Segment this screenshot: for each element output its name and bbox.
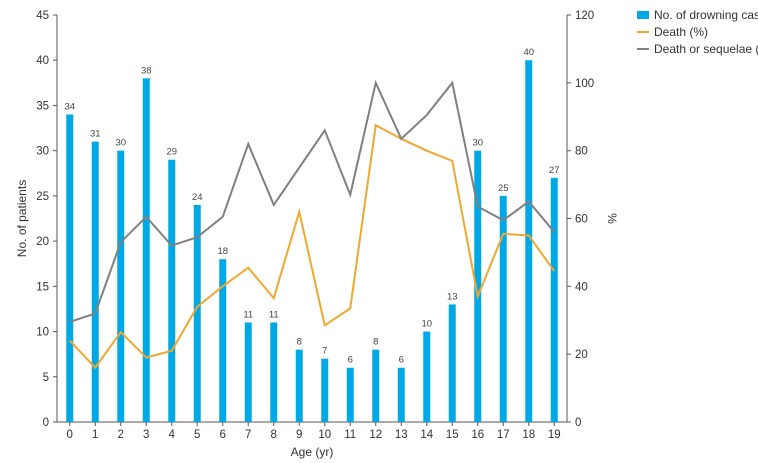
y-right-tick-label: 40 <box>575 281 588 293</box>
bar-data-label: 11 <box>269 310 279 321</box>
y-right-tick-label: 20 <box>575 349 588 361</box>
x-tick-label: 10 <box>318 429 331 441</box>
bar <box>397 367 405 422</box>
x-tick-label: 19 <box>548 429 561 441</box>
x-tick-label: 18 <box>522 429 535 441</box>
x-tick-label: 0 <box>67 429 73 441</box>
y-left-tick-label: 35 <box>36 100 49 112</box>
bar-data-label: 13 <box>447 291 458 302</box>
bar-data-label: 8 <box>297 337 302 348</box>
y-right-tick-label: 100 <box>575 78 594 90</box>
bar-data-label: 24 <box>192 192 203 203</box>
bar-data-label: 8 <box>373 337 378 348</box>
x-tick-label: 6 <box>220 429 226 441</box>
y-left-tick-label: 45 <box>36 10 49 22</box>
bar <box>219 259 227 422</box>
bar <box>66 114 74 422</box>
bar-data-label: 6 <box>399 355 404 366</box>
bar <box>525 60 533 422</box>
bar-data-label: 40 <box>523 47 534 58</box>
x-tick-label: 16 <box>471 429 484 441</box>
bar-data-label: 34 <box>64 101 75 112</box>
y-right-tick-label: 0 <box>575 417 581 429</box>
bar-data-label: 30 <box>472 138 483 149</box>
bar <box>423 331 431 422</box>
bar <box>448 304 456 422</box>
bar-data-label: 38 <box>141 65 152 76</box>
y-right-tick-label: 120 <box>575 10 594 22</box>
line-series-death-or-sequelae <box>69 79 556 323</box>
y-left-tick-label: 20 <box>36 236 49 248</box>
x-tick-label: 11 <box>344 429 356 441</box>
x-tick-label: 13 <box>395 429 408 441</box>
bar-data-label: 7 <box>322 346 327 357</box>
bar <box>270 322 278 422</box>
x-tick-label: 17 <box>497 429 510 441</box>
legend-swatch-bar <box>637 11 649 19</box>
legend-label: No. of drowning cases <box>654 8 758 22</box>
x-tick-label: 15 <box>446 429 459 441</box>
bar <box>295 349 303 422</box>
bar <box>499 195 507 422</box>
y-right-tick-label: 60 <box>575 214 588 226</box>
bar-data-label: 25 <box>498 183 509 194</box>
y-left-tick-label: 40 <box>36 55 49 67</box>
bar <box>550 177 558 422</box>
bar <box>372 349 380 422</box>
y-left-tick-label: 15 <box>36 281 49 293</box>
x-tick-label: 1 <box>92 429 98 441</box>
bar <box>244 322 252 422</box>
bar <box>91 141 99 422</box>
bar <box>193 204 201 422</box>
y-left-tick-label: 10 <box>36 327 49 339</box>
bar <box>346 367 354 422</box>
bar-data-label: 31 <box>90 129 101 140</box>
y-axis-right-title: % <box>605 213 619 224</box>
bar-data-label: 30 <box>115 138 126 149</box>
y-right-tick-label: 80 <box>575 146 588 158</box>
x-tick-label: 3 <box>143 429 149 441</box>
bar <box>168 159 176 422</box>
x-tick-label: 4 <box>169 429 176 441</box>
bar <box>474 150 482 422</box>
bar <box>321 358 329 422</box>
x-tick-label: 7 <box>245 429 251 441</box>
legend-label: Death or sequelae (%) <box>654 42 758 56</box>
bar-data-label: 10 <box>421 319 432 330</box>
bar-data-label: 11 <box>243 310 253 321</box>
y-left-tick-label: 0 <box>43 417 49 429</box>
x-tick-label: 9 <box>296 429 302 441</box>
x-tick-label: 5 <box>194 429 200 441</box>
bar <box>142 78 150 423</box>
bar <box>117 150 125 422</box>
y-left-tick-label: 30 <box>36 146 49 158</box>
x-tick-label: 14 <box>420 429 433 441</box>
y-axis-left-title: No. of patients <box>15 180 29 257</box>
bar-data-label: 29 <box>166 147 177 158</box>
line-series-death <box>69 123 556 370</box>
y-left-tick-label: 5 <box>43 372 49 384</box>
bar-data-label: 27 <box>549 165 560 176</box>
y-left-tick-label: 25 <box>36 191 49 203</box>
x-tick-label: 12 <box>369 429 382 441</box>
x-axis-title: Age (yr) <box>291 445 334 459</box>
x-tick-label: 2 <box>118 429 124 441</box>
bar-data-label: 6 <box>348 355 353 366</box>
x-tick-label: 8 <box>271 429 277 441</box>
legend-label: Death (%) <box>654 25 708 39</box>
bar-data-label: 18 <box>217 246 228 257</box>
